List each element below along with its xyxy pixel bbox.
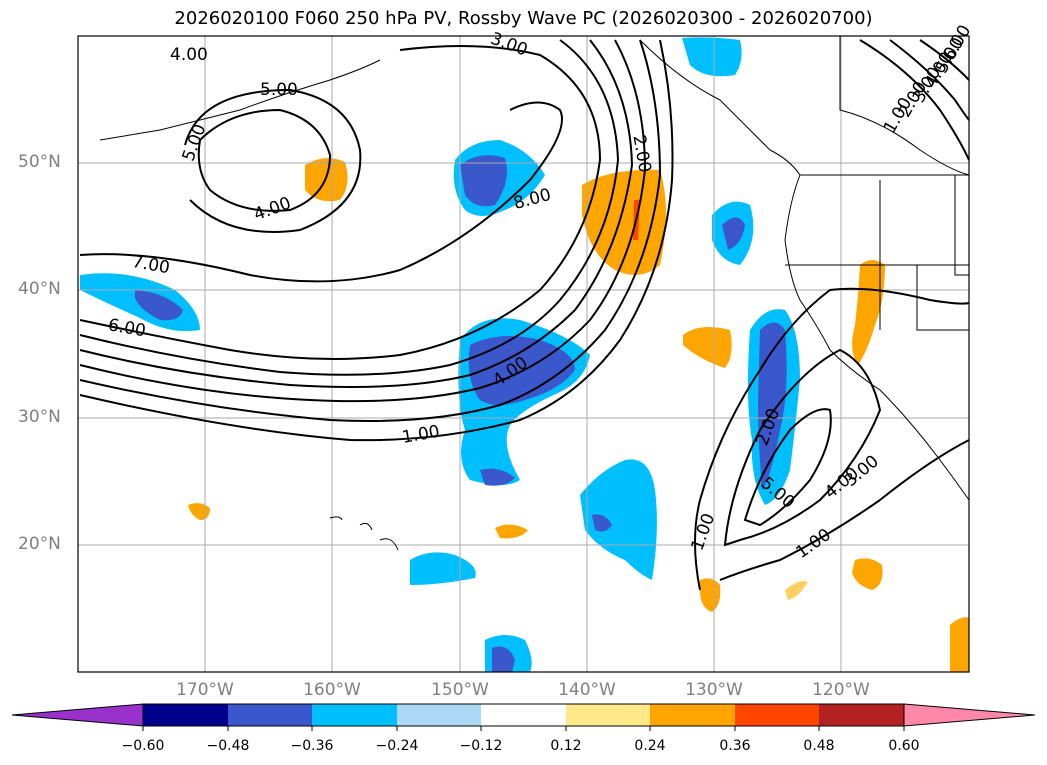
colorbar-tick-label: 0.36 [719, 738, 751, 754]
contour-line [79, 39, 674, 442]
longitude-label: 160°W [303, 680, 361, 700]
colorbar-extend-high [903, 703, 1036, 727]
contour-line [694, 287, 970, 591]
colorbar-tick-label: −0.36 [290, 738, 334, 754]
positive-anomaly-region [852, 260, 885, 365]
contour-line [919, 39, 970, 81]
contour-line [889, 39, 970, 121]
colorbar-bin [819, 704, 904, 726]
anomaly-shading [80, 37, 969, 672]
contour-line [743, 408, 832, 527]
coastlines [99, 36, 970, 551]
colorbar-tick-label: −0.60 [121, 738, 165, 754]
contour-line [79, 39, 647, 403]
colorbar-tick-label: 0.48 [803, 738, 835, 754]
plot-border [77, 35, 970, 673]
pv-contours [79, 39, 970, 591]
longitude-label: 150°W [431, 680, 489, 700]
contour-line [79, 39, 634, 389]
contour-line [79, 39, 662, 422]
colorbar-bin [481, 704, 566, 726]
negative-anomaly-core [592, 514, 612, 532]
positive-anomaly-region [700, 578, 721, 612]
negative-anomaly-region [682, 37, 742, 77]
longitude-label: 130°W [685, 680, 743, 700]
colorbar-tick-label: 0.24 [634, 738, 666, 754]
positive-anomaly-region [950, 617, 969, 672]
colorbar-bin [143, 704, 228, 726]
latitude-label: 40°N [18, 279, 61, 299]
colorbar-bin [566, 704, 650, 726]
colorbar-tick-label: 0.60 [888, 738, 920, 754]
colorbar-tick-label: −0.24 [375, 738, 419, 754]
map-title: 2026020100 F060 250 hPa PV, Rossby Wave … [174, 8, 873, 29]
negative-anomaly-core [758, 322, 787, 490]
colorbar-bin [228, 704, 312, 726]
colorbar-tick-label: −0.48 [206, 738, 250, 754]
positive-anomaly-region [852, 558, 883, 590]
negative-anomaly-core [722, 217, 745, 250]
negative-anomaly-core [135, 290, 183, 321]
latitude-label: 30°N [18, 407, 61, 427]
contour-line [184, 88, 362, 233]
negative-anomaly-core [460, 155, 508, 207]
negative-anomaly-region [410, 552, 476, 585]
contour-label: 5.00 [260, 80, 298, 100]
negative-anomaly-region [580, 459, 657, 580]
colorbar-bin [650, 704, 735, 726]
colorbar-bin [312, 704, 397, 726]
longitude-label: 140°W [558, 680, 616, 700]
colorbar-extend-low [11, 703, 144, 727]
contour-line [79, 39, 620, 376]
contour-line [79, 45, 602, 360]
colorbar-tick-label: 0.12 [550, 738, 582, 754]
positive-anomaly-region [785, 581, 808, 600]
positive-anomaly-region [495, 524, 528, 539]
colorbar-bin [397, 704, 481, 726]
colorbar-bin [735, 704, 819, 726]
longitude-label: 120°W [812, 680, 870, 700]
negative-anomaly-core [492, 646, 515, 672]
contour-label: 4.00 [170, 45, 208, 65]
colorbar [11, 703, 1036, 731]
colorbar-tick-label: −0.12 [459, 738, 503, 754]
contour-line [859, 39, 970, 161]
negative-anomaly-core [480, 468, 515, 486]
contour-line [723, 348, 882, 547]
contour-line [79, 101, 563, 283]
positive-anomaly-region [683, 326, 732, 368]
longitude-label: 170°W [176, 680, 234, 700]
latitude-label: 20°N [18, 534, 61, 554]
latitude-label: 50°N [18, 152, 61, 172]
gridlines [78, 36, 969, 672]
contour-line [197, 108, 332, 212]
contour-line [719, 439, 970, 581]
